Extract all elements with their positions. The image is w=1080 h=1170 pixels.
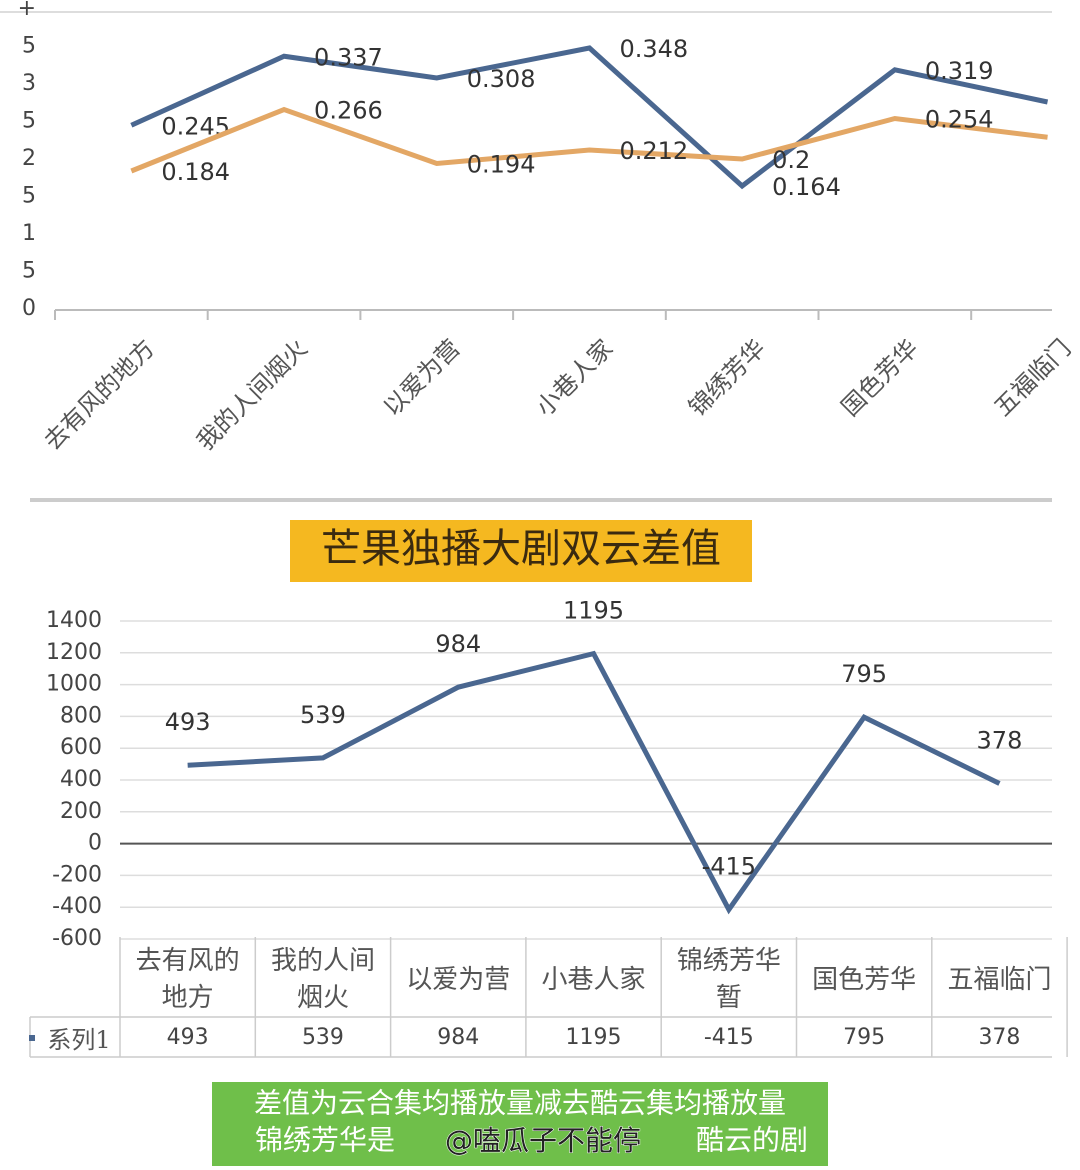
- y-tick-label: 800: [60, 703, 102, 728]
- y-tick-label: 400: [60, 767, 102, 792]
- table-value: 539: [301, 1024, 344, 1050]
- y-tick-label: 2: [22, 146, 36, 171]
- y-tick-label: 5: [22, 184, 36, 209]
- y-tick-label: 5: [22, 109, 36, 134]
- data-label: 1195: [563, 597, 624, 625]
- y-tick-label: 200: [60, 799, 102, 824]
- x-tick-label: 去有风的地方: [39, 334, 161, 456]
- table-header: 国色芳华: [812, 964, 917, 995]
- x-tick-label: 五福临门: [989, 334, 1077, 422]
- y-tick-label: 5: [22, 34, 36, 59]
- y-tick-label: 1: [22, 221, 36, 246]
- y-tick-label: +: [18, 0, 36, 21]
- data-label: 0.184: [161, 158, 230, 186]
- y-tick-label: -200: [52, 862, 102, 887]
- note: 酷云的剧: [696, 1124, 808, 1157]
- table-value: -415: [703, 1024, 754, 1050]
- x-tick-label: 以爱为营: [378, 334, 466, 422]
- chart-title: 芒果独播大剧双云差值: [321, 526, 721, 572]
- y-tick-label: 5: [22, 259, 36, 284]
- title-box: [290, 520, 752, 582]
- data-label: 0.2: [772, 146, 810, 174]
- note: 差值为云合集均播放量减去酷云集均播放量: [254, 1087, 786, 1120]
- legend-key: [29, 1035, 35, 1041]
- y-tick-label: 1000: [46, 672, 102, 697]
- data-label: 378: [977, 726, 1023, 754]
- x-tick-label: 锦绣芳华: [683, 334, 771, 422]
- data-label: 0.308: [467, 65, 536, 93]
- data-label: 493: [165, 708, 211, 736]
- y-tick-label: 1400: [46, 608, 102, 633]
- table-value: 493: [166, 1024, 209, 1050]
- watermark: @嗑瓜子不能停: [445, 1124, 641, 1157]
- y-tick-label: 3: [22, 71, 36, 96]
- note-box: [212, 1082, 828, 1166]
- data-label: 0.164: [772, 173, 841, 201]
- data-label: 0.319: [925, 57, 994, 85]
- data-label: -415: [702, 853, 756, 881]
- legend-entry: 系列1: [47, 1025, 111, 1054]
- data-label: 0.194: [467, 151, 536, 179]
- x-tick-label: 我的人间烟火: [191, 334, 313, 456]
- table-value: 1195: [565, 1024, 622, 1050]
- table-header: 我的人间烟火: [270, 946, 375, 1013]
- y-tick-label: 1200: [46, 640, 102, 665]
- x-tick-label: 小巷人家: [531, 334, 619, 422]
- data-label: 0.254: [925, 106, 994, 134]
- data-label: 539: [300, 701, 346, 729]
- table-header: 以爱为营: [406, 964, 511, 995]
- series-line: [130, 106, 1048, 174]
- table-value: 378: [978, 1024, 1021, 1050]
- y-tick-label: -400: [52, 894, 102, 919]
- table-header: 小巷人家: [541, 964, 646, 995]
- data-label: 0.337: [314, 43, 383, 71]
- y-tick-label: 0: [22, 296, 36, 321]
- table-value: 795: [843, 1024, 886, 1050]
- y-tick-label: -600: [52, 926, 102, 951]
- y-tick-label: 600: [60, 735, 102, 760]
- data-label: 0.266: [314, 97, 383, 125]
- x-tick-label: 国色芳华: [836, 334, 924, 422]
- data-label: 984: [435, 630, 481, 658]
- data-label: 0.212: [619, 137, 688, 165]
- data-label: 0.348: [619, 35, 688, 63]
- note: 锦绣芳华是: [255, 1124, 395, 1157]
- table-header: 去有风的地方: [135, 946, 240, 1013]
- table-header: 锦绣芳华暂: [676, 946, 781, 1013]
- series-line: [187, 650, 1001, 915]
- series-line: [130, 45, 1049, 190]
- table-value: 984: [437, 1024, 480, 1050]
- data-label: 795: [841, 660, 887, 688]
- y-tick-label: 0: [88, 831, 102, 856]
- table-header: 五福临门: [947, 964, 1052, 995]
